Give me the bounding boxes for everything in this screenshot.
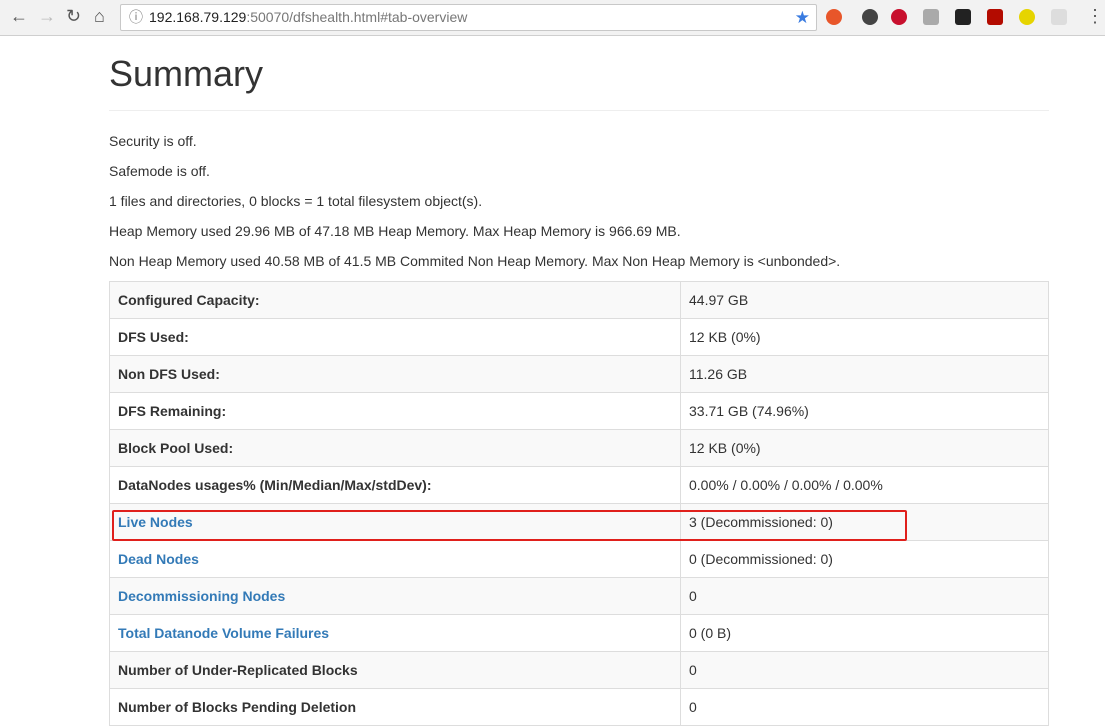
browser-toolbar: ← → ↻ ⌂ ⓘ 192.168.79.129:50070/dfshealth.…	[0, 0, 1105, 36]
row-value: 0 (Decommissioned: 0)	[680, 540, 1049, 578]
content: Summary Security is off. Safemode is off.…	[109, 36, 1049, 726]
row-value: 11.26 GB	[680, 355, 1049, 393]
row-label: Total Datanode Volume Failures	[109, 614, 681, 652]
table-row: Decommissioning Nodes 0	[109, 577, 1049, 615]
table-row: Total Datanode Volume Failures 0 (0 B)	[109, 614, 1049, 652]
url-host: 192.168.79.129	[149, 9, 247, 25]
row-label: Configured Capacity:	[109, 281, 681, 319]
address-bar[interactable]: ⓘ 192.168.79.129:50070/dfshealth.html#tab…	[120, 4, 817, 31]
row-label: Non DFS Used:	[109, 355, 681, 393]
row-link[interactable]: Live Nodes	[118, 514, 193, 530]
row-label: Decommissioning Nodes	[109, 577, 681, 615]
extension-icon[interactable]	[891, 9, 907, 25]
table-row: Number of Under-Replicated Blocks 0	[109, 651, 1049, 689]
table-row: DFS Used: 12 KB (0%)	[109, 318, 1049, 356]
table-row: Configured Capacity: 44.97 GB	[109, 281, 1049, 319]
extension-icon[interactable]	[1051, 9, 1067, 25]
highlight-box	[112, 510, 907, 541]
status-line: Non Heap Memory used 40.58 MB of 41.5 MB…	[109, 253, 841, 269]
row-label: Live Nodes	[109, 503, 681, 541]
row-label: DFS Used:	[109, 318, 681, 356]
extension-icon[interactable]	[987, 9, 1003, 25]
reload-button[interactable]: ↻	[66, 6, 82, 26]
row-value: 0 (0 B)	[680, 614, 1049, 652]
table-row: Block Pool Used: 12 KB (0%)	[109, 429, 1049, 467]
row-label: Number of Blocks Pending Deletion	[109, 688, 681, 726]
row-label: DataNodes usages% (Min/Median/Max/stdDev…	[109, 466, 681, 504]
row-label: Block Pool Used:	[109, 429, 681, 467]
row-value: 0	[680, 651, 1049, 689]
extension-icon[interactable]	[1019, 9, 1035, 25]
row-value: 44.97 GB	[680, 281, 1049, 319]
row-link[interactable]: Dead Nodes	[118, 551, 199, 567]
back-button[interactable]: ←	[10, 6, 28, 26]
menu-button[interactable]: ⋮	[1086, 6, 1104, 26]
row-value: 0	[680, 577, 1049, 615]
bookmark-star[interactable]: ★	[794, 8, 810, 27]
row-value: 0	[680, 688, 1049, 726]
table-row: DFS Remaining: 33.71 GB (74.96%)	[109, 392, 1049, 430]
summary-table: Configured Capacity: 44.97 GB DFS Used: 12 …	[109, 281, 1049, 726]
divider	[109, 110, 1049, 111]
extension-icon[interactable]	[862, 9, 878, 25]
table-row: Non DFS Used: 11.26 GB	[109, 355, 1049, 393]
home-button[interactable]: ⌂	[94, 6, 105, 26]
row-link[interactable]: Total Datanode Volume Failures	[118, 625, 330, 641]
extension-icon[interactable]	[955, 9, 971, 25]
row-label: Dead Nodes	[109, 540, 681, 578]
status-line: Safemode is off.	[109, 163, 210, 179]
extension-icon[interactable]	[923, 9, 939, 25]
row-value: 0.00% / 0.00% / 0.00% / 0.00%	[680, 466, 1049, 504]
url-path: :50070/dfshealth.html#tab-overview	[246, 9, 468, 25]
row-link[interactable]: Decommissioning Nodes	[118, 588, 286, 604]
info-icon: ⓘ	[129, 9, 143, 25]
extension-icon[interactable]	[826, 9, 842, 25]
table-row: Live Nodes 3 (Decommissioned: 0)	[109, 503, 1049, 541]
table-row: Number of Blocks Pending Deletion 0	[109, 688, 1049, 726]
row-label: DFS Remaining:	[109, 392, 681, 430]
table-row: Dead Nodes 0 (Decommissioned: 0)	[109, 540, 1049, 578]
row-value: 12 KB (0%)	[680, 318, 1049, 356]
row-label: Number of Under-Replicated Blocks	[109, 651, 681, 689]
row-value: 12 KB (0%)	[680, 429, 1049, 467]
status-line: 1 files and directories, 0 blocks = 1 to…	[109, 193, 483, 209]
page-title: Summary	[109, 53, 264, 94]
status-lines: Security is off. Safemode is off. 1 files …	[109, 126, 1049, 276]
table-row: DataNodes usages% (Min/Median/Max/stdDev…	[109, 466, 1049, 504]
status-line: Heap Memory used 29.96 MB of 47.18 MB He…	[109, 223, 681, 239]
row-value: 33.71 GB (74.96%)	[680, 392, 1049, 430]
status-line: Security is off.	[109, 133, 197, 149]
forward-button[interactable]: →	[38, 6, 56, 26]
row-value: 3 (Decommissioned: 0)	[680, 503, 1049, 541]
